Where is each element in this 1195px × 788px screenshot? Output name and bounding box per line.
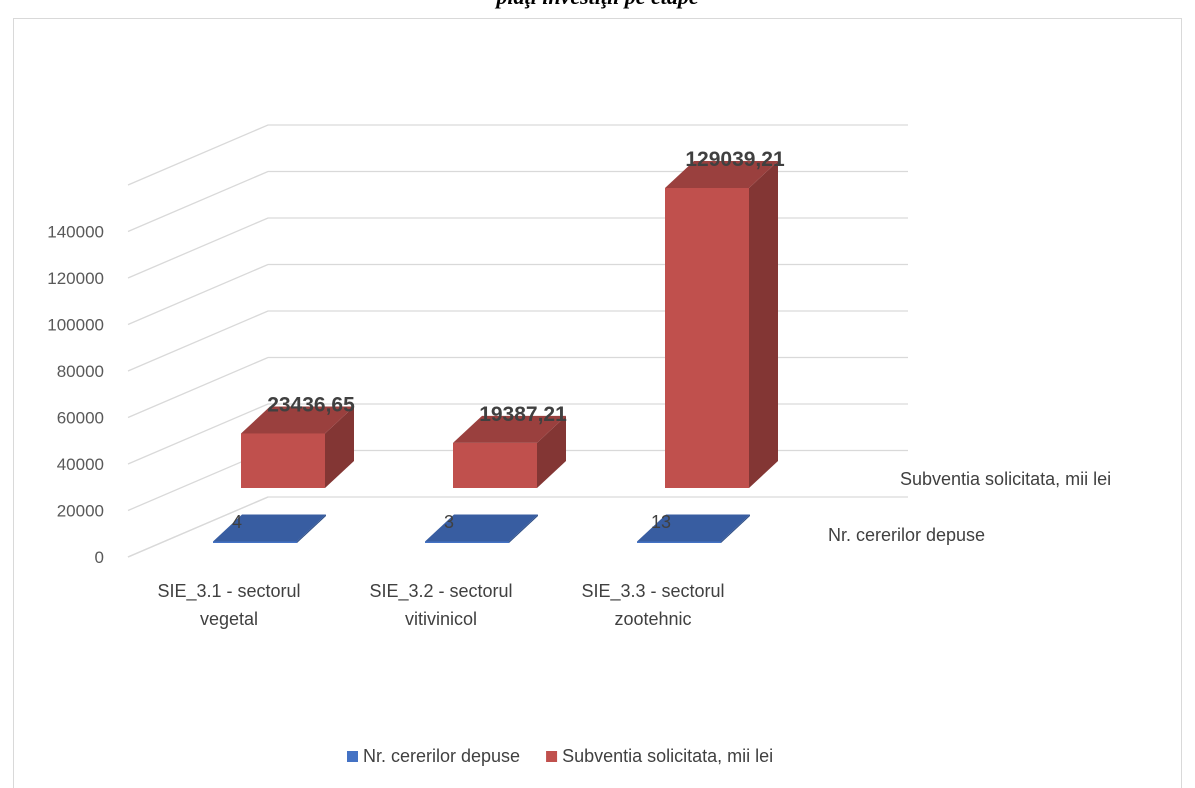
category-labels: SIE_3.1 - sectorul vegetal SIE_3.2 - secto… xyxy=(157,581,724,629)
gridlines xyxy=(127,124,908,558)
y-tick-label: 20000 xyxy=(57,502,104,521)
gridline xyxy=(127,170,908,233)
y-axis-ticks: 0 20000 40000 60000 80000 100000 120000 140000 xyxy=(47,223,104,568)
legend-label: Subventia solicitata, mii lei xyxy=(562,746,773,766)
bar xyxy=(241,406,354,488)
bar-front-face xyxy=(453,442,537,488)
data-labels: 23436,65 19387,21 129039,21 4 3 13 xyxy=(232,148,785,532)
chart-title: piaţi investiţii pe etape xyxy=(0,0,1195,10)
category-label: SIE_3.1 - sectorul xyxy=(157,581,300,602)
bar-side-face xyxy=(297,514,326,543)
y-tick-label: 140000 xyxy=(47,223,104,242)
gridline xyxy=(127,310,908,372)
y-tick-label: 60000 xyxy=(57,409,104,428)
bar-front-face xyxy=(637,541,721,543)
bar-top-face xyxy=(665,160,778,188)
bar-side-face xyxy=(749,160,778,489)
gridline xyxy=(127,124,908,186)
bar-front-face xyxy=(213,541,297,543)
data-label: 129039,21 xyxy=(685,148,785,171)
legend-item: Nr. cererilor depuse xyxy=(347,746,520,766)
bar-side-face xyxy=(537,415,566,488)
bar xyxy=(213,514,326,543)
y-tick-label: 120000 xyxy=(47,269,104,288)
data-label: 3 xyxy=(444,512,454,532)
bar-top-face xyxy=(425,514,538,542)
category-label: SIE_3.2 - sectorul xyxy=(369,581,512,602)
bars xyxy=(213,160,778,543)
bar xyxy=(665,160,778,489)
legend-label: Nr. cererilor depuse xyxy=(363,746,520,766)
bar-front-face xyxy=(665,187,749,489)
series-depth-label: Subventia solicitata, mii lei xyxy=(900,469,1111,489)
bar-front-face xyxy=(425,541,509,543)
series-depth-labels: Subventia solicitata, mii lei Nr. cereril… xyxy=(828,469,1111,545)
data-label: 23436,65 xyxy=(267,394,355,417)
y-tick-label: 0 xyxy=(95,548,104,567)
y-tick-label: 40000 xyxy=(57,455,104,474)
bar xyxy=(425,514,538,543)
bar-side-face xyxy=(325,406,354,488)
category-label: zootehnic xyxy=(614,609,691,629)
category-label: vitivinicol xyxy=(405,609,477,629)
gridline xyxy=(127,217,908,279)
legend-item: Subventia solicitata, mii lei xyxy=(546,746,773,766)
category-label: SIE_3.3 - sectorul xyxy=(581,581,724,602)
data-label: 19387,21 xyxy=(479,403,567,426)
chart-frame xyxy=(13,18,1182,788)
bar-top-face xyxy=(637,514,750,542)
data-label: 13 xyxy=(651,512,671,532)
bar-side-face xyxy=(721,514,750,543)
bar-top-face xyxy=(213,514,326,542)
bar-side-face xyxy=(509,514,538,543)
data-label: 4 xyxy=(232,512,242,532)
gridline xyxy=(127,263,908,326)
gridline xyxy=(127,496,908,558)
legend-swatch xyxy=(546,751,558,762)
bar xyxy=(453,415,566,488)
legend-swatch xyxy=(347,751,358,762)
y-tick-label: 100000 xyxy=(47,316,104,335)
series-depth-label: Nr. cererilor depuse xyxy=(828,525,985,545)
category-label: vegetal xyxy=(200,609,258,629)
bar-top-face xyxy=(241,406,354,434)
y-tick-label: 80000 xyxy=(57,362,104,381)
bar-front-face xyxy=(241,433,325,488)
bar xyxy=(637,514,750,543)
legend: Nr. cererilor depuse Subventia solicitata… xyxy=(347,746,773,766)
bar-top-face xyxy=(453,415,566,443)
